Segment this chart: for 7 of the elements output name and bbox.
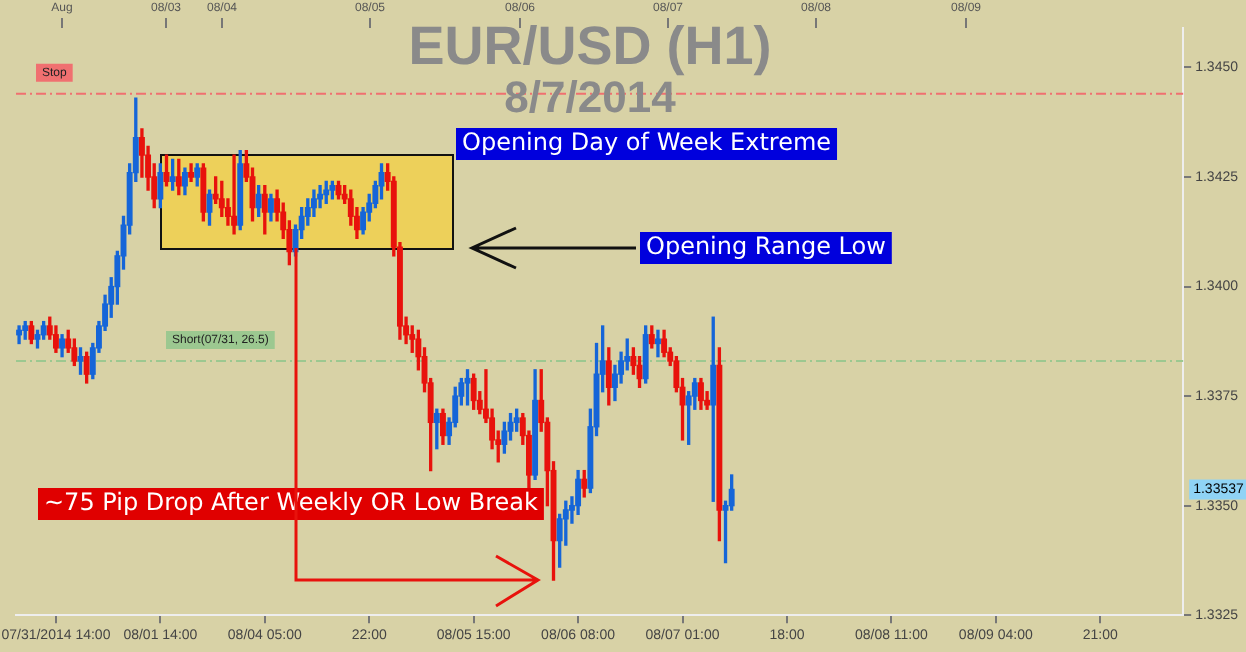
candlestick: [231, 154, 238, 235]
chart-title: EUR/USD (H1): [406, 16, 774, 78]
annotation: Opening Day of Week Extreme: [462, 128, 832, 157]
text: 8/7/2014: [502, 72, 676, 124]
annotation: ~75 Pip Drop After Weekly OR Low Break: [44, 488, 538, 517]
annotation: Opening Range Low: [646, 232, 887, 261]
candlestick: [654, 329, 661, 358]
